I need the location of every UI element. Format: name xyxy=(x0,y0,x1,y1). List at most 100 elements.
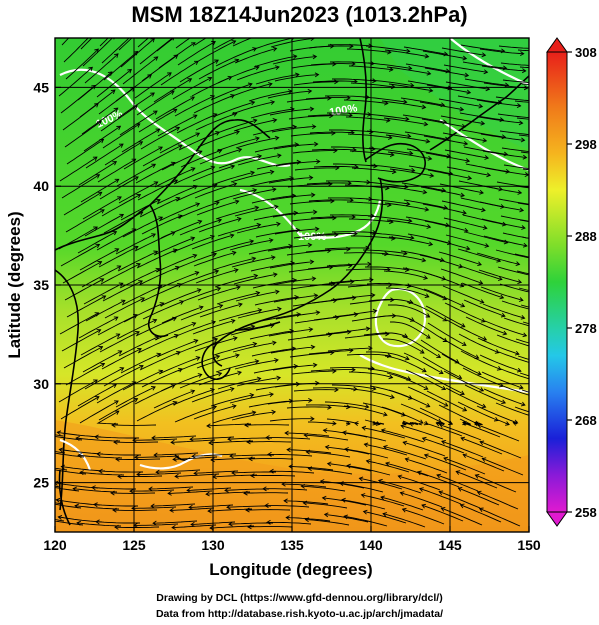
streamline-arrowhead xyxy=(329,113,334,119)
streamline-arrowhead xyxy=(293,210,299,216)
streamline-arrowhead xyxy=(463,140,469,146)
streamline-arrowhead xyxy=(404,116,410,122)
streamline xyxy=(390,321,431,339)
streamline-arrowhead xyxy=(113,316,119,321)
streamline-arrowhead xyxy=(232,112,238,117)
streamline-arrowhead xyxy=(244,422,249,428)
streamline xyxy=(361,494,405,507)
streamline-arrowhead xyxy=(454,358,460,364)
streamline xyxy=(256,161,301,170)
streamline xyxy=(192,319,235,335)
streamline-arrowhead xyxy=(235,129,240,135)
streamline-arrowhead xyxy=(460,302,466,308)
streamline xyxy=(250,108,295,119)
streamline-arrowhead xyxy=(169,507,174,513)
streamline-arrowhead xyxy=(195,202,201,207)
streamline xyxy=(81,107,118,135)
streamline-arrowhead xyxy=(157,285,163,290)
streamline xyxy=(120,38,155,68)
streamline xyxy=(400,403,442,423)
streamline-arrowhead xyxy=(197,219,203,225)
streamline xyxy=(59,156,98,182)
streamline xyxy=(311,148,357,151)
streamline xyxy=(122,370,163,391)
streamline xyxy=(96,69,132,98)
streamline xyxy=(61,329,101,352)
streamline xyxy=(251,347,296,357)
streamline xyxy=(439,491,481,509)
streamline xyxy=(422,437,465,454)
streamline-arrowhead xyxy=(521,225,526,230)
streamline-arrowhead xyxy=(368,345,373,351)
taiwan-coast xyxy=(58,469,71,526)
streamline xyxy=(62,103,99,131)
streamline-arrowhead xyxy=(346,420,351,426)
streamline-arrowhead xyxy=(72,486,77,492)
streamline-arrowhead xyxy=(477,261,482,267)
streamline xyxy=(229,239,273,251)
streamline xyxy=(401,335,441,358)
streamline-arrowhead xyxy=(351,367,356,373)
streamline-arrowhead xyxy=(193,470,198,476)
streamline xyxy=(142,300,184,320)
streamline-arrowhead xyxy=(520,401,526,407)
streamline xyxy=(365,45,410,52)
streamline xyxy=(96,228,136,251)
streamline-arrowhead xyxy=(158,146,163,151)
streamline xyxy=(294,167,339,171)
streamline-arrowhead xyxy=(167,72,172,77)
streamline xyxy=(177,355,220,372)
streamline xyxy=(499,283,529,293)
streamline xyxy=(194,337,238,352)
streamline xyxy=(173,321,216,338)
streamline-arrowhead xyxy=(265,435,270,441)
streamline-arrowhead xyxy=(269,323,275,329)
streamline-arrowhead xyxy=(115,333,121,338)
streamline-arrowhead xyxy=(196,288,202,293)
streamline-arrowhead xyxy=(114,178,120,184)
streamline xyxy=(482,457,524,476)
streamline-arrowhead xyxy=(190,389,196,395)
streamline xyxy=(159,289,201,307)
streamline xyxy=(103,365,144,387)
streamline xyxy=(84,214,124,237)
streamline xyxy=(212,257,256,271)
streamline-arrowhead xyxy=(22,443,26,447)
streamline xyxy=(148,486,194,490)
streamline xyxy=(308,468,353,475)
streamline-arrowhead xyxy=(496,366,502,371)
streamline xyxy=(231,256,275,268)
streamline xyxy=(403,199,448,209)
streamline-arrowhead xyxy=(127,68,132,74)
streamline xyxy=(463,299,506,317)
colorbar-max-arrow xyxy=(546,37,568,53)
streamline-arrowhead xyxy=(95,519,100,525)
streamline xyxy=(136,90,175,116)
streamline-arrowhead xyxy=(270,29,274,33)
streamline xyxy=(476,252,520,265)
streamline-arrowhead xyxy=(461,123,467,129)
streamline xyxy=(60,244,100,267)
streamline xyxy=(364,113,409,120)
streamline-arrowhead xyxy=(438,423,444,428)
streamline xyxy=(425,305,466,328)
streamline-arrowhead xyxy=(233,268,239,273)
streamline xyxy=(151,435,197,439)
streamline xyxy=(286,97,331,103)
streamline-arrowhead xyxy=(479,299,485,304)
streamline xyxy=(115,386,156,408)
streamline xyxy=(516,117,529,120)
streamline-arrowhead xyxy=(229,453,234,459)
streamline xyxy=(154,322,196,341)
streamline-arrowhead xyxy=(151,435,156,441)
streamline xyxy=(495,96,529,102)
streamline-arrowhead xyxy=(229,386,235,392)
streamline-arrowhead xyxy=(119,213,125,219)
streamline xyxy=(79,400,119,424)
streamline-arrowhead xyxy=(119,367,125,372)
streamline-arrowhead xyxy=(234,199,240,205)
streamline-arrowhead xyxy=(249,392,255,398)
contour-label: 100% xyxy=(298,231,326,243)
streamline xyxy=(193,405,237,420)
